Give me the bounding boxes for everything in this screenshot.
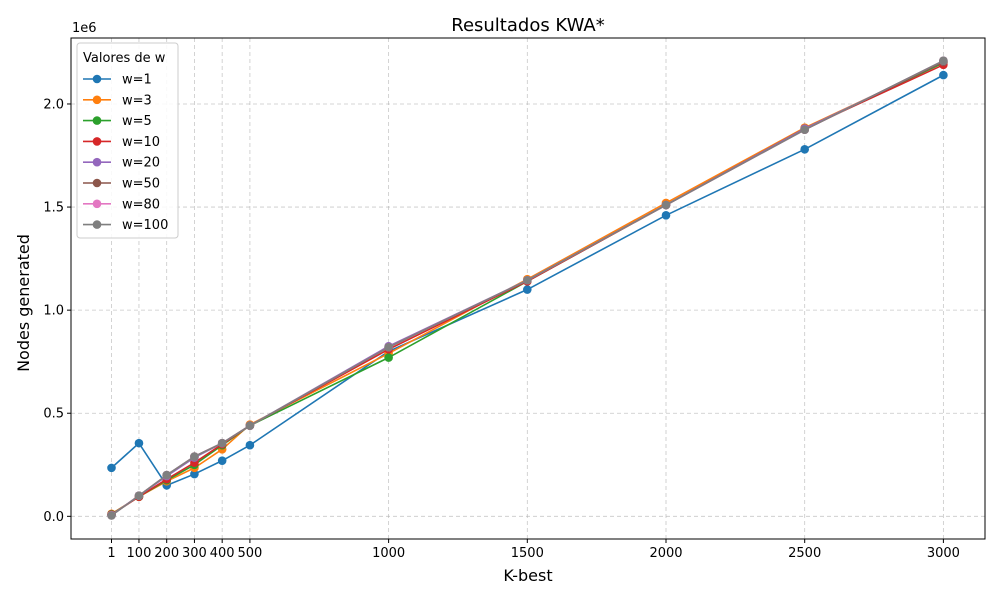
x-tick-label: 1000 xyxy=(372,546,405,561)
x-tick-label: 2500 xyxy=(788,546,821,561)
legend-box xyxy=(76,42,179,239)
x-tick-label: 400 xyxy=(210,546,235,561)
data-point xyxy=(217,456,227,465)
legend-swatch-marker xyxy=(92,220,102,229)
legend-label: w=10 xyxy=(122,135,160,150)
legend-label: w=100 xyxy=(122,218,168,233)
legend-swatch-marker xyxy=(92,178,102,188)
y-tick-label: 2.0 xyxy=(43,97,64,112)
data-point xyxy=(939,70,948,80)
y-offset-label: 1e6 xyxy=(72,21,97,36)
series-layer xyxy=(107,56,948,520)
y-tick-label: 0.0 xyxy=(43,510,64,525)
data-point xyxy=(245,421,255,430)
data-point xyxy=(107,463,116,473)
legend-item: w=100 xyxy=(83,218,168,233)
data-point xyxy=(190,469,199,479)
data-point xyxy=(384,353,393,362)
data-point xyxy=(661,211,671,220)
legend-label: w=5 xyxy=(122,114,152,129)
data-point xyxy=(384,342,393,352)
data-point xyxy=(134,438,144,448)
x-tick-label: 100 xyxy=(127,546,152,561)
legend-title: Valores de w xyxy=(83,51,166,66)
legend-item: w=80 xyxy=(83,197,160,212)
data-point xyxy=(134,491,144,501)
legend-label: w=3 xyxy=(122,93,152,108)
data-point xyxy=(661,200,671,210)
plot-frame xyxy=(70,37,986,540)
x-tick-label: 500 xyxy=(238,546,263,561)
data-point xyxy=(245,440,255,450)
grid-layer xyxy=(71,38,985,539)
legend-swatch-marker xyxy=(92,157,102,167)
legend-item: w=10 xyxy=(83,135,160,150)
legend-swatch-marker xyxy=(92,137,102,146)
x-tick-label: 1500 xyxy=(511,546,544,561)
legend-item: w=1 xyxy=(83,73,152,88)
legend-label: w=1 xyxy=(122,73,152,88)
data-point xyxy=(800,145,809,154)
chart-title: Resultados KWA* xyxy=(451,15,604,36)
legend-item: w=3 xyxy=(83,93,152,108)
legend-swatch-marker xyxy=(92,199,102,209)
x-tick-label: 1 xyxy=(107,546,115,561)
y-axis-title: Nodes generated xyxy=(14,234,33,372)
legend-label: w=20 xyxy=(122,156,160,171)
ticks-layer: 1 100 200 300 400 500 1000 1500 2000 2500 3000 0.0 0… xyxy=(43,97,960,561)
legend-swatch-marker xyxy=(92,74,102,84)
x-tick-label: 300 xyxy=(182,546,207,561)
legend-item: w=50 xyxy=(83,177,160,192)
data-point xyxy=(190,452,199,461)
x-tick-label: 3000 xyxy=(927,546,960,561)
legend-item: w=20 xyxy=(83,156,160,171)
data-point xyxy=(523,275,532,285)
legend: Valores de w w=1w=3w=5w=10w=20w=50w=80w=… xyxy=(76,42,179,239)
data-point xyxy=(162,470,171,480)
series-w-100 xyxy=(107,56,948,520)
y-tick-label: 1.5 xyxy=(43,201,64,216)
data-point xyxy=(217,438,227,448)
legend-label: w=80 xyxy=(122,197,160,212)
legend-swatch-marker xyxy=(92,95,102,105)
data-point xyxy=(523,285,532,294)
legend-items: w=1 w=3 w=5 w=10 w=20 w=50 w=80 w=100 xyxy=(83,73,168,233)
legend-label: w=50 xyxy=(122,177,160,192)
x-axis-title: K-best xyxy=(503,566,552,585)
data-point xyxy=(800,125,809,135)
y-tick-label: 0.5 xyxy=(43,407,64,422)
y-tick-label: 1.0 xyxy=(43,304,64,319)
x-tick-label: 200 xyxy=(154,546,179,561)
data-point xyxy=(939,56,948,65)
data-point xyxy=(107,511,116,520)
legend-swatch-marker xyxy=(92,116,102,125)
x-tick-label: 2000 xyxy=(649,546,682,561)
legend-item: w=5 xyxy=(83,114,152,129)
